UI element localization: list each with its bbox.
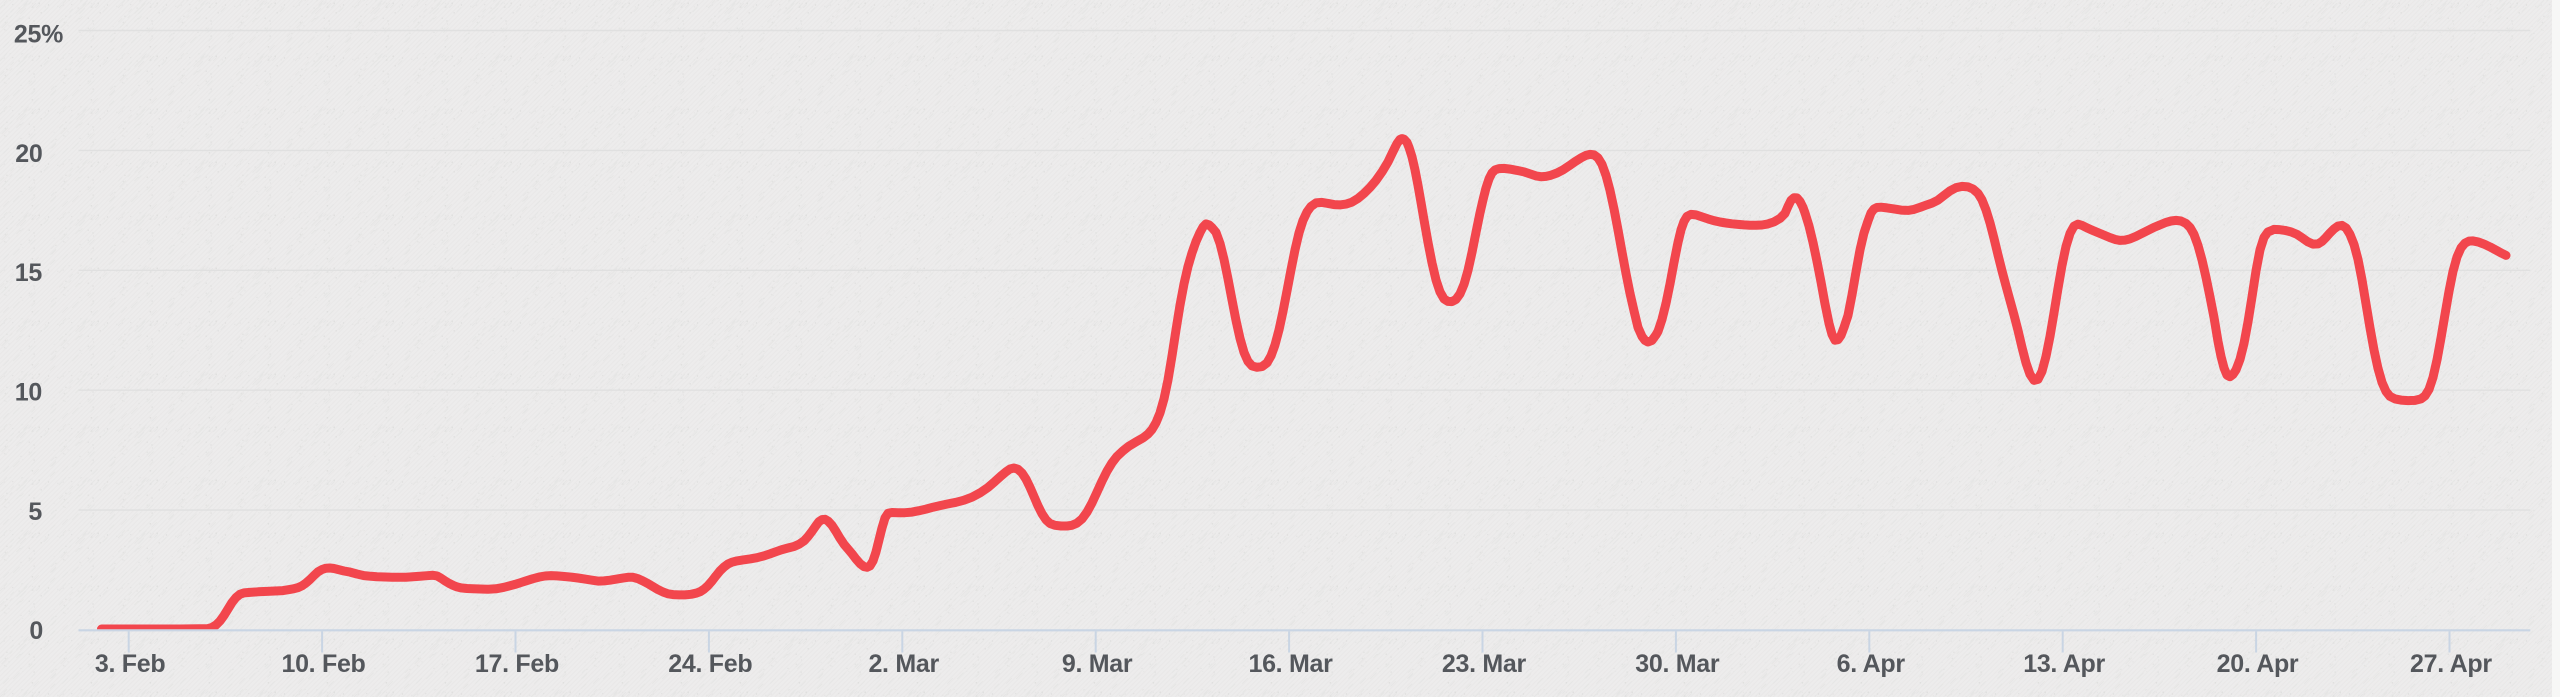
svg-text:24. Feb: 24. Feb	[668, 650, 752, 678]
svg-text:3. Feb: 3. Feb	[95, 650, 165, 678]
svg-text:25%: 25%	[14, 21, 63, 49]
svg-text:9. Mar: 9. Mar	[1062, 650, 1133, 678]
svg-text:16. Mar: 16. Mar	[1248, 650, 1333, 678]
svg-text:0: 0	[29, 617, 43, 645]
svg-text:20: 20	[15, 140, 42, 168]
svg-text:20. Apr: 20. Apr	[2217, 650, 2299, 678]
svg-text:15: 15	[15, 259, 43, 287]
svg-text:23. Mar: 23. Mar	[1442, 650, 1527, 678]
svg-text:10. Feb: 10. Feb	[281, 650, 365, 678]
svg-text:6. Apr: 6. Apr	[1837, 650, 1906, 678]
svg-text:17. Feb: 17. Feb	[475, 650, 559, 678]
svg-text:27. Apr: 27. Apr	[2410, 650, 2492, 678]
svg-text:30. Mar: 30. Mar	[1635, 650, 1720, 678]
svg-text:10: 10	[15, 379, 42, 407]
svg-text:2. Mar: 2. Mar	[868, 650, 939, 678]
svg-text:5: 5	[28, 498, 42, 526]
svg-text:13. Apr: 13. Apr	[2023, 650, 2105, 678]
